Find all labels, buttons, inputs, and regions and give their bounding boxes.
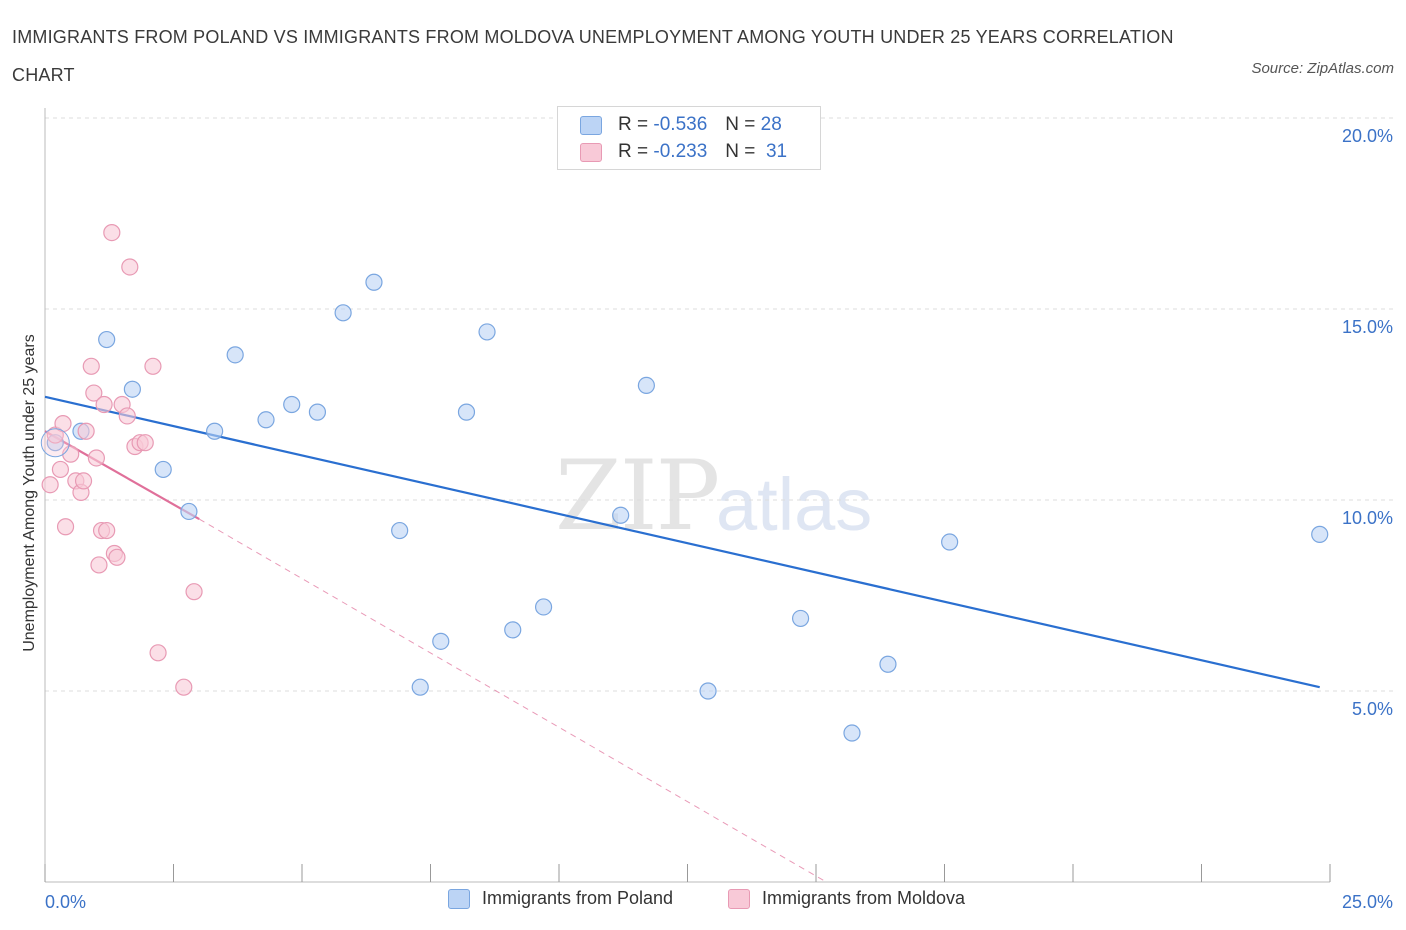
moldova-point-17 — [103, 224, 121, 242]
poland-point-10 — [308, 403, 327, 421]
poland-point-12 — [365, 273, 383, 291]
x-tick-label-1: 25.0% — [1342, 892, 1393, 912]
poland-point-3 — [123, 380, 141, 398]
trend-extension-moldova — [198, 518, 827, 883]
poland-point-5 — [180, 502, 198, 521]
poland-legend-swatch — [448, 888, 470, 909]
poland-point-11 — [334, 304, 352, 322]
legend-row-moldova: R = -0.233 N = 31 — [580, 139, 787, 165]
moldova-point-4 — [56, 518, 75, 536]
moldova-point-26 — [144, 357, 162, 375]
moldova-point-9 — [77, 422, 95, 440]
poland-point-7 — [226, 346, 244, 364]
moldova-n-label: N = — [725, 141, 756, 162]
poland-point-6 — [206, 422, 224, 440]
moldova-point-8 — [74, 472, 93, 490]
moldova-point-28 — [175, 678, 193, 696]
stats-legend: R = -0.536 N = 28 R = -0.233 N = 31 — [557, 106, 821, 170]
y-tick-label-2: 15.0% — [1342, 317, 1393, 337]
poland-point-2 — [98, 330, 116, 349]
poland-point-21 — [637, 376, 655, 394]
trend-line-poland — [44, 395, 1320, 689]
x-tick-label-0: 0.0% — [45, 892, 86, 912]
moldova-swatch — [580, 142, 602, 162]
legend-item-moldova[interactable]: Immigrants from Moldova — [728, 888, 965, 909]
moldova-point-21 — [118, 407, 136, 425]
poland-swatch — [580, 115, 602, 135]
poland-point-19 — [534, 598, 553, 616]
grid-lines — [45, 117, 1395, 692]
moldova-r-label: R = — [618, 141, 649, 162]
y-tick-label-0: 5.0% — [1352, 699, 1393, 719]
poland-r-value: -0.536 — [653, 114, 708, 135]
moldova-legend-swatch — [728, 888, 750, 909]
moldova-point-16 — [98, 521, 116, 540]
poland-n-value: 28 — [760, 114, 782, 135]
moldova-point-3 — [54, 415, 72, 433]
moldova-point-10 — [82, 357, 100, 375]
moldova-point-2 — [51, 460, 70, 479]
chart-title: IMMIGRANTS FROM POLAND VS IMMIGRANTS FRO… — [12, 27, 1174, 85]
moldova-point-29 — [185, 583, 203, 601]
poland-point-17 — [478, 323, 496, 341]
poland-point-22 — [699, 682, 717, 700]
poland-point-27 — [1311, 525, 1329, 543]
poland-point-15 — [432, 632, 450, 650]
poland-point-8 — [257, 411, 275, 429]
poland-point-4 — [154, 460, 172, 479]
poland-point-13 — [391, 521, 409, 540]
legend-item-poland[interactable]: Immigrants from Poland — [448, 888, 673, 909]
poland-point-25 — [879, 655, 897, 673]
y-tick-label-3: 20.0% — [1342, 126, 1393, 146]
moldova-point-12 — [87, 449, 106, 467]
moldova-point-27 — [149, 644, 167, 662]
moldova-point-11 — [85, 384, 103, 402]
poland-legend-label: Immigrants from Poland — [482, 888, 674, 908]
data-points — [40, 224, 1329, 742]
series-legend: Immigrants from Poland Immigrants from M… — [0, 888, 1406, 916]
poland-point-18 — [504, 621, 522, 639]
axes — [44, 108, 1331, 883]
moldova-legend-label: Immigrants from Moldova — [762, 888, 966, 908]
moldova-point-13 — [90, 556, 108, 574]
watermark-atlas: atlas — [716, 463, 873, 546]
tick-labels: 5.0% 10.0% 15.0% 20.0% 0.0% 25.0% — [45, 126, 1393, 912]
moldova-r-value: -0.233 — [653, 141, 708, 162]
poland-point-24 — [843, 724, 861, 742]
moldova-point-19 — [108, 548, 126, 566]
poland-point-9 — [283, 395, 301, 414]
poland-point-23 — [791, 609, 810, 628]
moldova-point-0 — [41, 476, 59, 494]
trend-lines — [44, 395, 1320, 883]
cluster-point — [40, 428, 70, 458]
poland-point-20 — [612, 506, 630, 524]
watermark-zip: ZIP — [555, 440, 720, 552]
moldova-point-15 — [95, 395, 113, 414]
legend-row-poland: R = -0.536 N = 28 — [580, 112, 782, 138]
y-tick-label-1: 10.0% — [1342, 508, 1393, 528]
moldova-point-22 — [121, 258, 139, 276]
moldova-point-25 — [136, 434, 154, 452]
poland-point-16 — [457, 403, 476, 421]
source-label: Source: ZipAtlas.com — [1251, 60, 1394, 77]
poland-r-label: R = — [618, 114, 649, 135]
moldova-n-value: 31 — [765, 141, 788, 162]
poland-point-26 — [941, 533, 959, 551]
poland-n-label: N = — [725, 114, 756, 135]
poland-point-14 — [411, 678, 429, 696]
